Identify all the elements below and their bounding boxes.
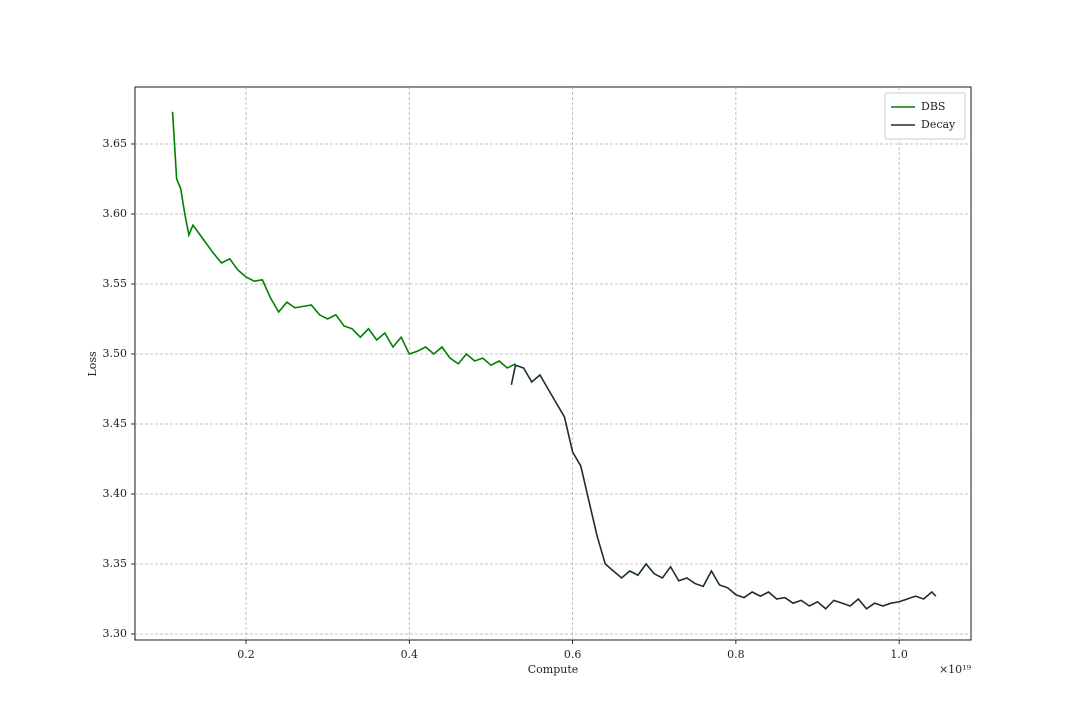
x-tick-label: 0.6 (564, 648, 582, 661)
y-axis-label: Loss (86, 351, 99, 377)
y-tick-label: 3.60 (103, 207, 128, 220)
legend-box (884, 92, 966, 140)
x-tick-label: 0.2 (237, 648, 255, 661)
line-series (510, 364, 937, 610)
line-series (171, 111, 516, 369)
plot-frame (134, 86, 972, 641)
y-tick-label: 3.40 (103, 487, 128, 500)
y-tick-label: 3.35 (103, 557, 128, 570)
x-tick-label: 0.4 (401, 648, 419, 661)
x-offset-label: ×10¹⁹ (939, 663, 972, 676)
y-tick-label: 3.65 (103, 137, 128, 150)
y-tick-label: 3.45 (103, 417, 128, 430)
x-tick-label: 1.0 (890, 648, 908, 661)
y-tick-label: 3.50 (103, 347, 128, 360)
x-tick-label: 0.8 (727, 648, 745, 661)
y-tick-label: 3.30 (103, 627, 128, 640)
legend-label: DBS (921, 100, 945, 113)
y-tick-label: 3.55 (103, 277, 128, 290)
x-axis-label: Compute (528, 663, 579, 676)
legend-label: Decay (921, 118, 956, 131)
